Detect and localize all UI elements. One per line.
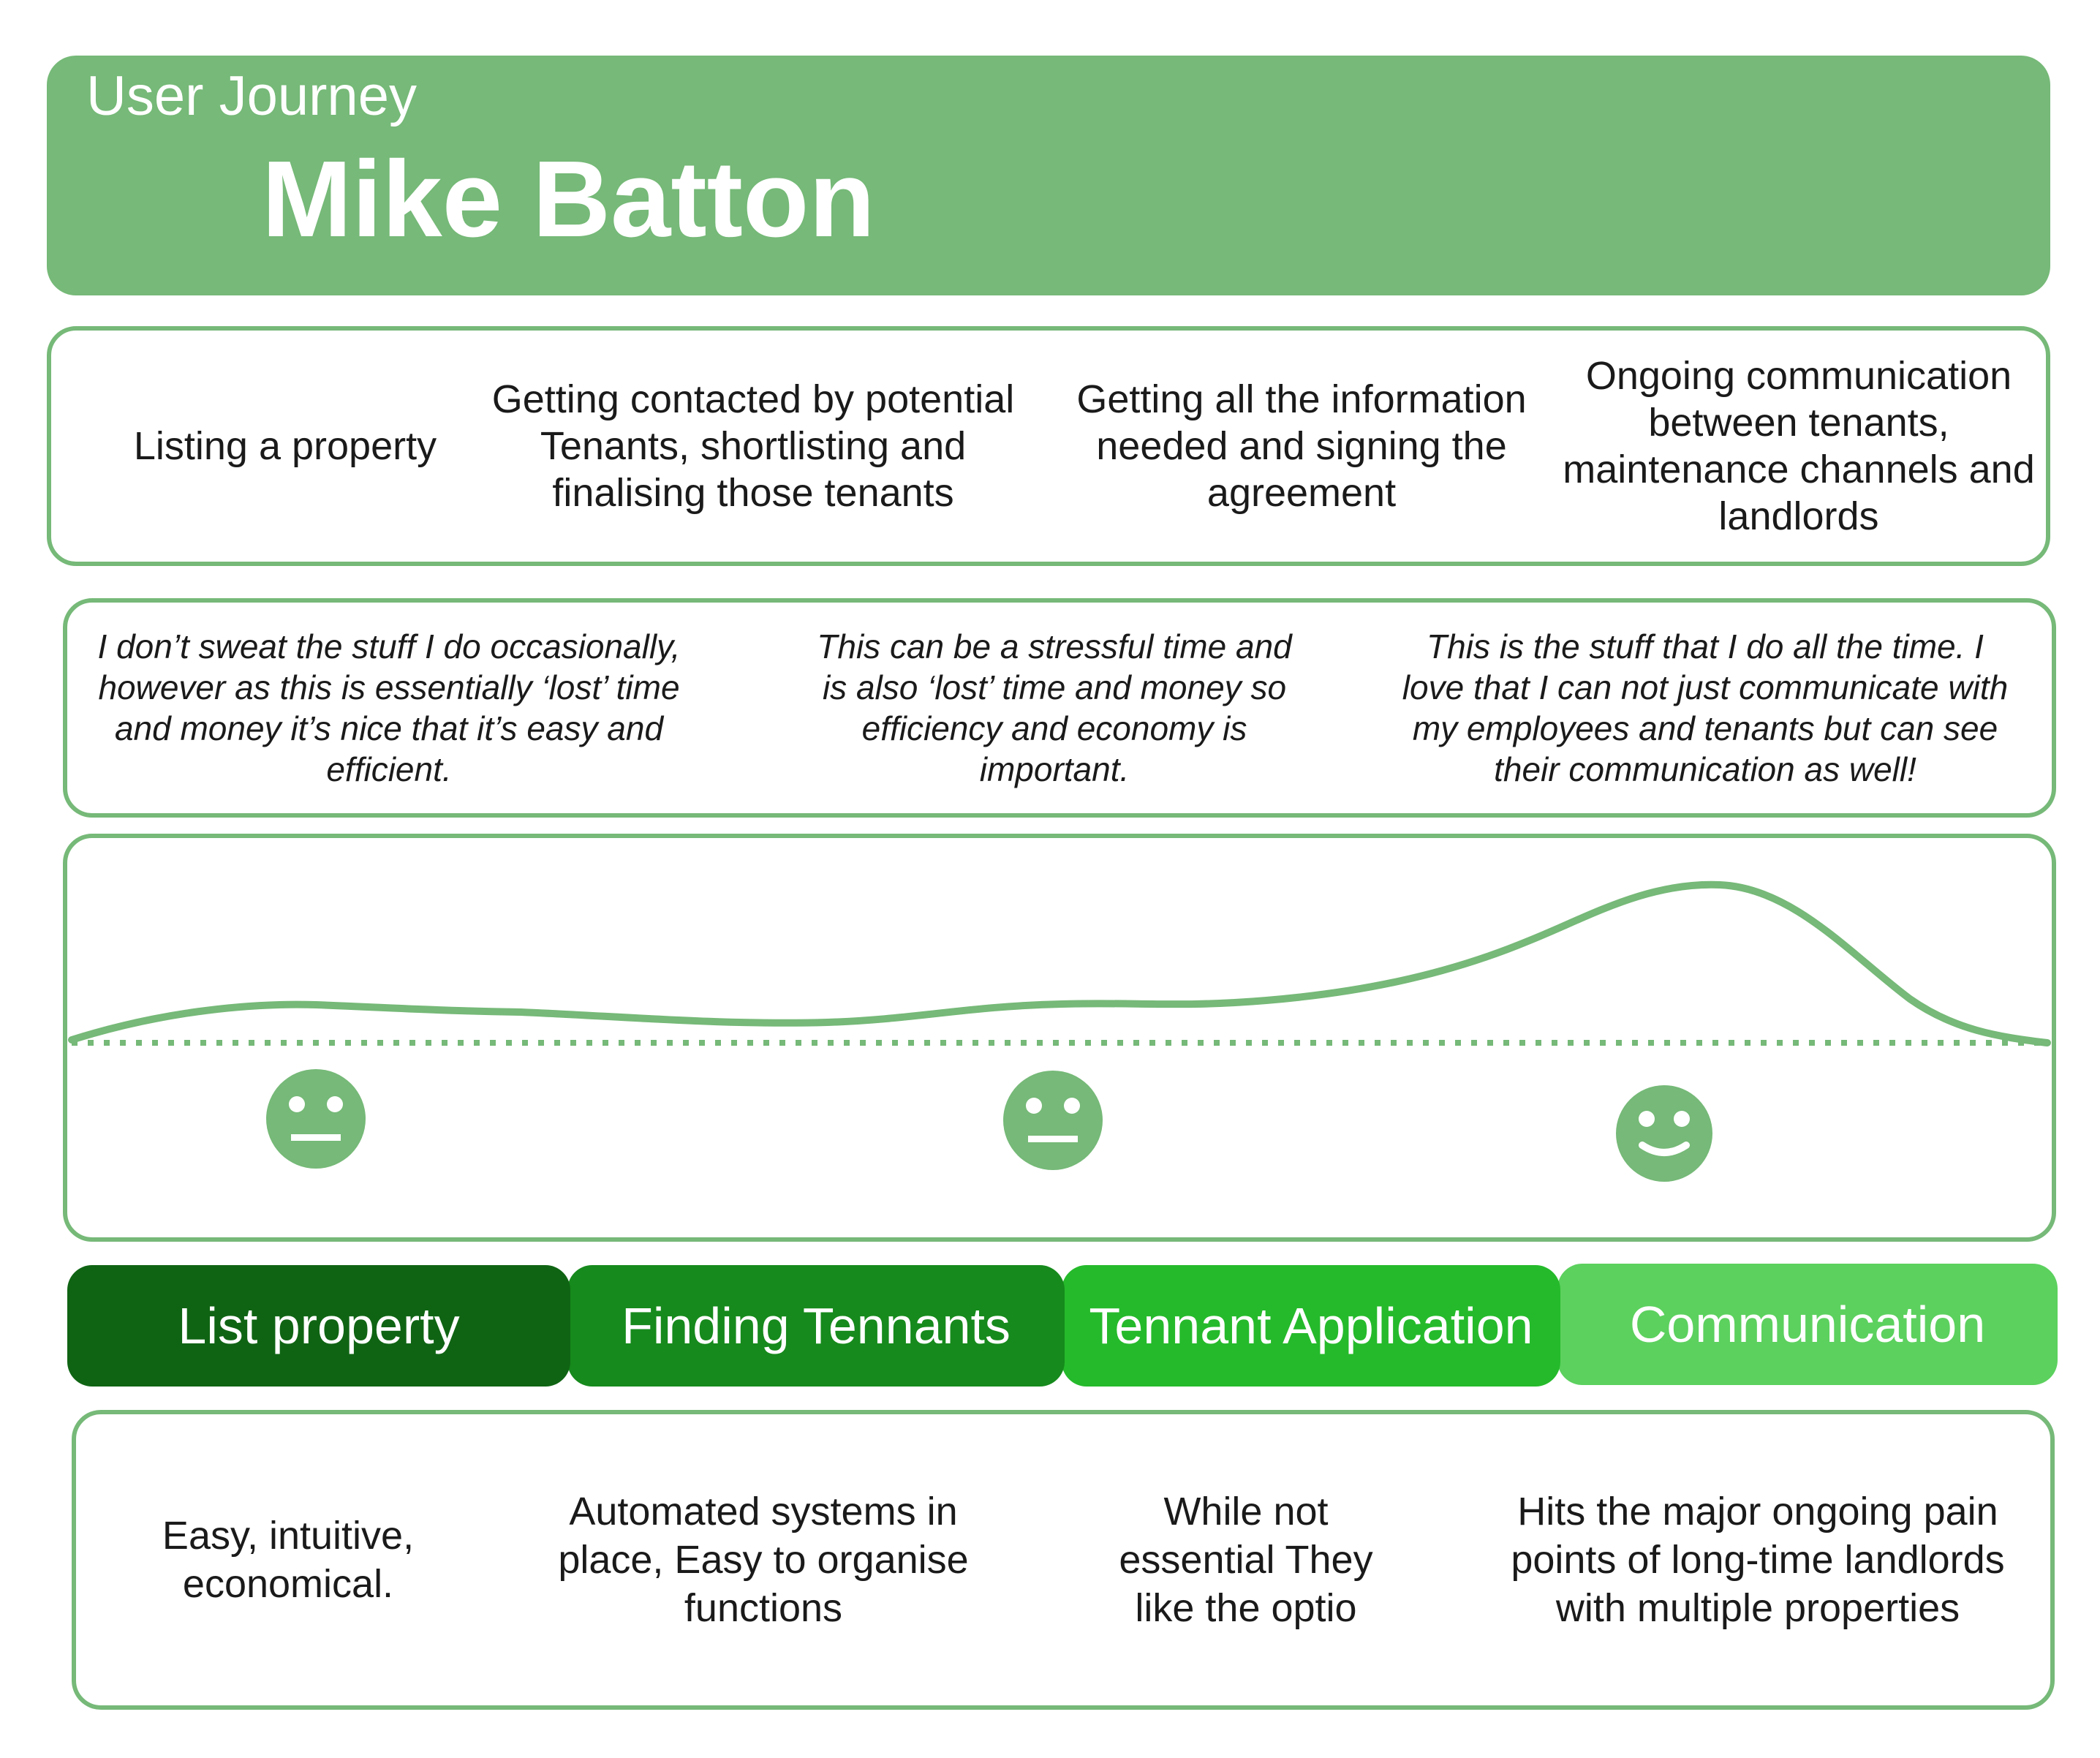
phase-label: Finding Tennants [622,1297,1011,1354]
phase-list-property[interactable]: List property [67,1265,570,1387]
note-list-property: Easy, intuitive, economical. [162,1514,415,1606]
phase-notes-box: Easy, intuitive, economical. Automated s… [72,1410,2055,1710]
journey-header: User Journey Mike Batton [47,56,2050,295]
emotion-curve-box [63,834,2056,1242]
note-communication: Hits the major ongoing pain points of lo… [1511,1490,2005,1630]
journey-steps-box: Listing a property Getting contacted by … [47,326,2050,566]
step-contacted: Getting contacted by potential Tenants, … [491,377,1015,515]
persona-quotes-box: I don’t sweat the stuff I do occasionall… [63,598,2056,818]
step-communication: Ongoing communication between tenants, m… [1563,354,2035,538]
emotion-curve [68,880,2051,1046]
phase-label: List property [178,1297,460,1354]
step-listing: Listing a property [133,424,437,468]
smile-face-icon [1616,1085,1712,1182]
phase-label: Communication [1629,1296,1986,1353]
phase-communication[interactable]: Communication [1557,1264,2058,1385]
quote-communication: This is the stuff that I do all the time… [1402,627,2009,788]
quote-tenants: This can be a stressful time and is also… [817,627,1292,788]
neutral-face-icon [1003,1071,1103,1170]
emotion-curve-chart [68,880,2051,1182]
quote-listing: I don’t sweat the stuff I do occasionall… [97,627,681,788]
step-agreement: Getting all the information needed and s… [1076,377,1527,515]
header-subtitle: User Journey [86,65,417,127]
phase-tenant-application[interactable]: Tennant Application [1062,1265,1560,1387]
persona-name: Mike Batton [262,139,875,260]
phase-finding-tenants[interactable]: Finding Tennants [567,1265,1065,1387]
note-tenant-application: While not essential They like the optio [1119,1490,1373,1630]
phase-label: Tennant Application [1089,1297,1533,1354]
note-finding-tenants: Automated systems in place, Easy to orga… [558,1490,969,1630]
neutral-face-icon [266,1069,366,1169]
